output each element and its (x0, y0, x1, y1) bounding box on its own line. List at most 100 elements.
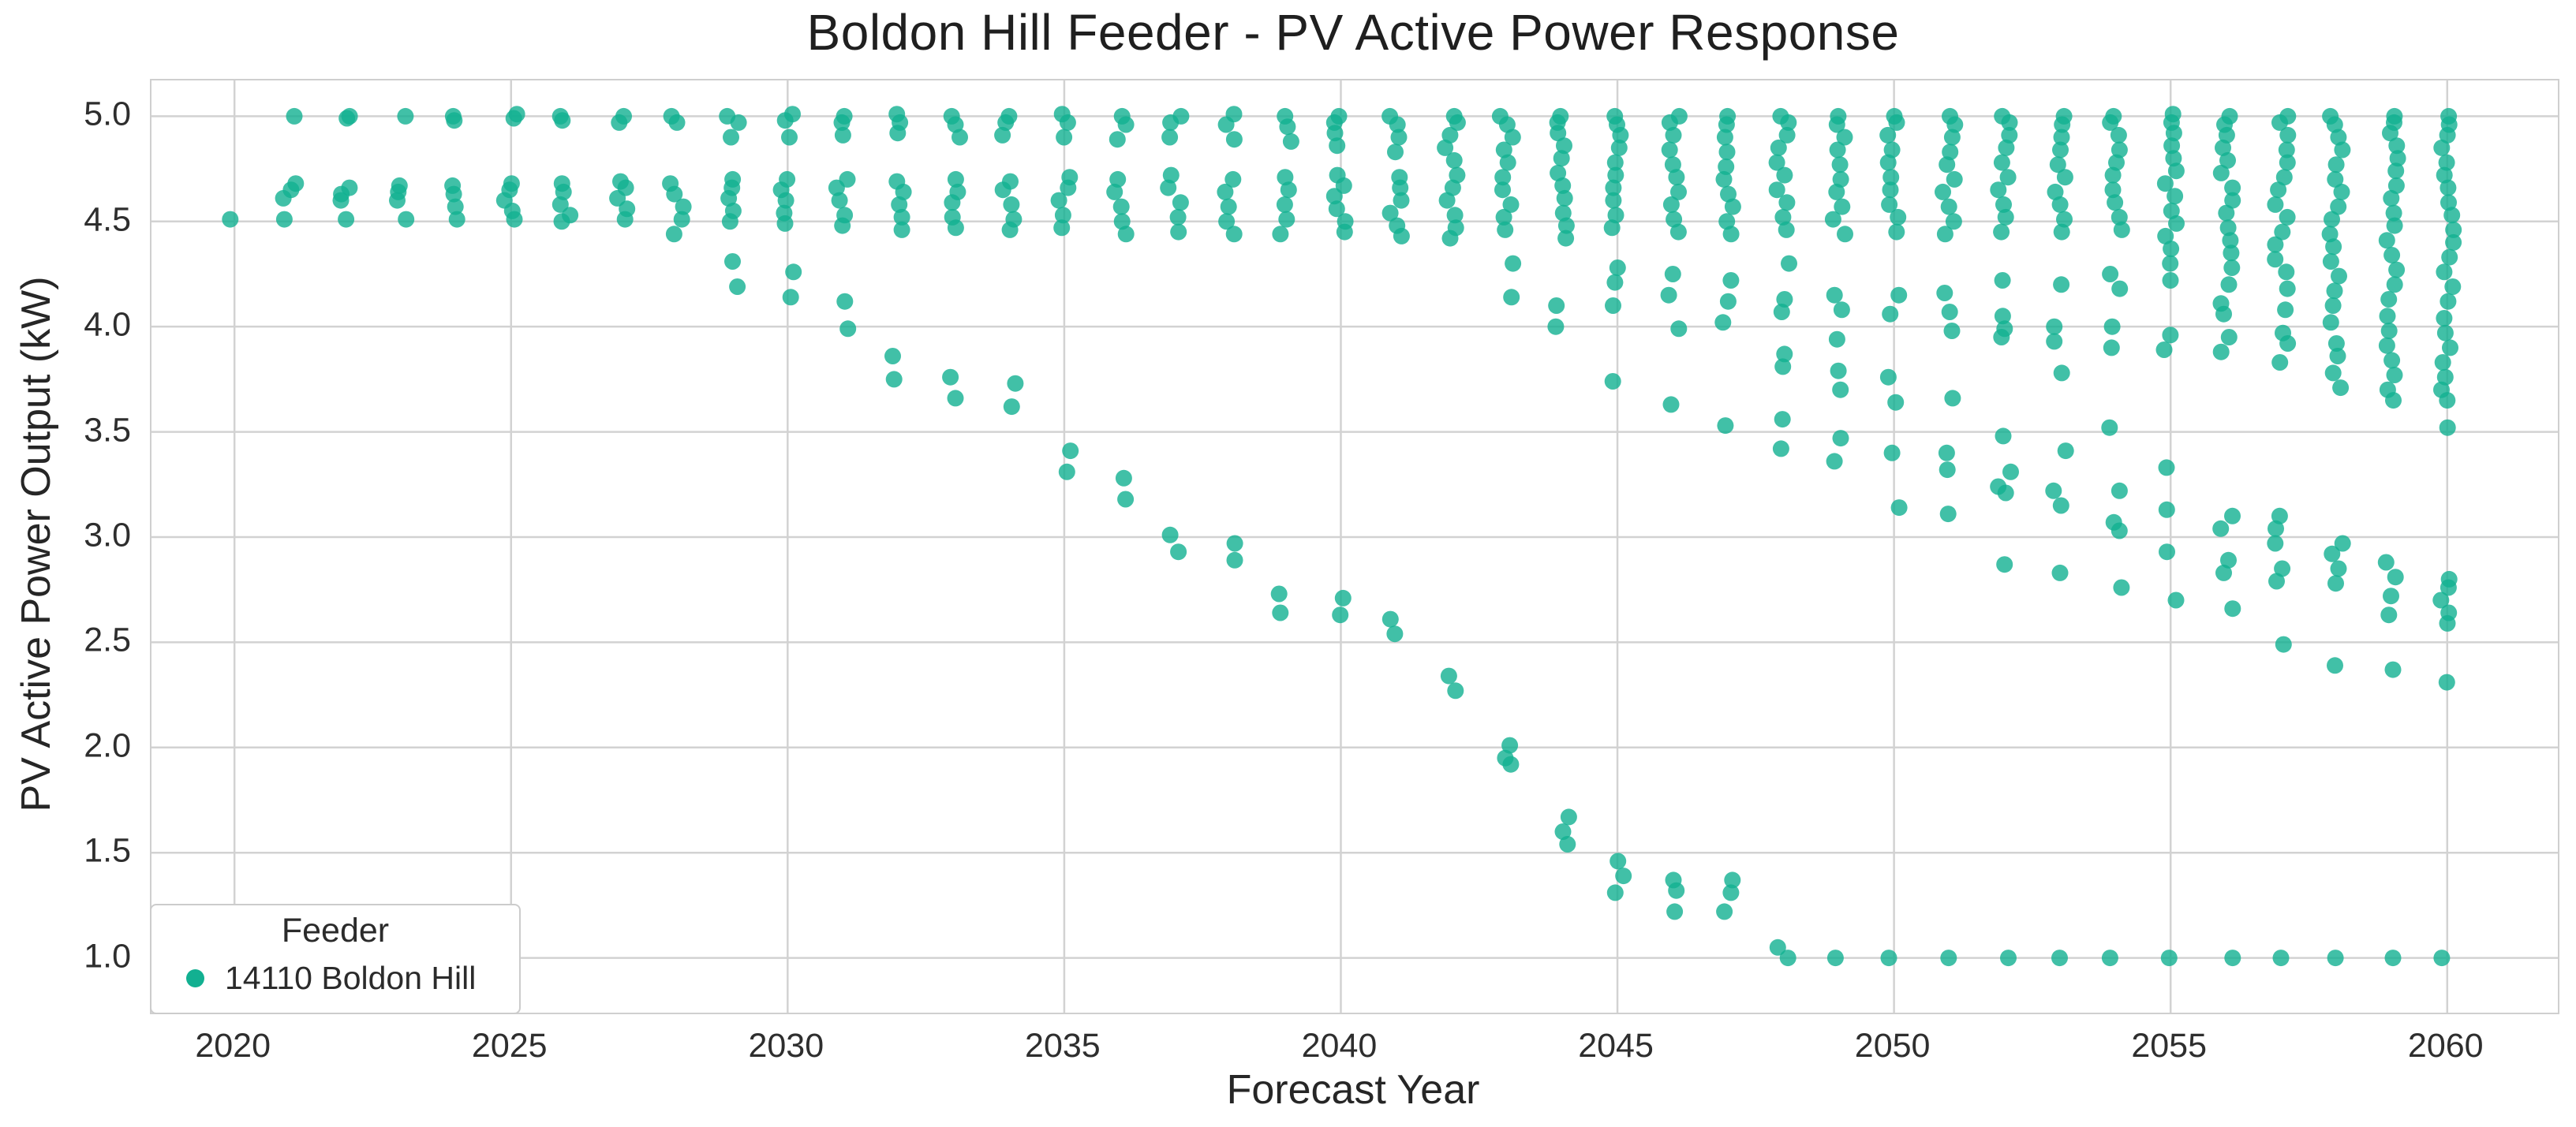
data-point (1829, 141, 1846, 159)
data-point (2329, 348, 2346, 364)
data-point (1495, 141, 1512, 159)
data-point (505, 110, 522, 127)
data-point (222, 211, 239, 228)
data-point (1225, 226, 1243, 243)
data-point (1445, 151, 1463, 169)
data-point (1881, 196, 1898, 213)
data-point (2279, 154, 2296, 171)
data-point (2439, 126, 2456, 144)
data-point (1824, 211, 1841, 228)
y-tick-label: 3.5 (84, 411, 131, 450)
data-point (445, 185, 462, 203)
data-point (2111, 141, 2128, 159)
data-point (1115, 469, 1132, 487)
data-point (1718, 116, 1735, 133)
data-point (1714, 314, 1732, 331)
y-tick-label: 1.5 (84, 831, 131, 870)
data-point (1668, 169, 1685, 186)
data-point (723, 129, 739, 146)
data-point (1277, 169, 1294, 186)
data-point (1781, 255, 1797, 272)
data-point (2438, 674, 2455, 691)
data-point (2165, 150, 2182, 167)
data-point (1943, 323, 1961, 339)
data-point (2104, 166, 2122, 184)
data-point (884, 348, 901, 364)
data-point (2439, 392, 2456, 409)
data-point (730, 114, 747, 131)
data-point (834, 217, 851, 234)
data-point (2056, 169, 2073, 186)
data-point (2052, 141, 2069, 159)
data-point (1610, 853, 1627, 870)
data-point (2433, 950, 2451, 967)
data-point (673, 211, 690, 228)
data-point (1113, 213, 1131, 230)
data-point (893, 208, 910, 226)
data-point (776, 112, 794, 129)
data-point (1882, 305, 1899, 323)
data-point (952, 129, 968, 146)
data-point (1996, 556, 2013, 573)
data-point (1272, 604, 1289, 621)
data-point (1718, 144, 1736, 161)
data-point (2163, 202, 2180, 219)
plot-area: Feeder 14110 Boldon Hill (150, 79, 2559, 1014)
data-point (1217, 116, 1235, 133)
data-point (1502, 756, 1520, 773)
data-point (1935, 183, 1951, 200)
data-point (2102, 266, 2119, 282)
data-point (2438, 154, 2455, 171)
data-point (1879, 368, 1897, 386)
data-point (1890, 208, 1907, 226)
data-point (389, 192, 406, 209)
data-point (1828, 116, 1845, 133)
data-point (2168, 215, 2185, 232)
data-point (2267, 251, 2284, 268)
data-point (1109, 131, 1126, 148)
data-point (1112, 198, 1130, 215)
data-point (1381, 610, 1399, 628)
data-point (2162, 272, 2179, 289)
data-point (1605, 179, 1622, 196)
plot-canvas (151, 80, 2558, 1013)
data-point (2101, 950, 2118, 967)
data-point (1772, 440, 1789, 457)
data-point (2045, 482, 2062, 499)
data-point (2445, 233, 2462, 251)
data-point (1936, 226, 1953, 243)
data-point (2332, 379, 2350, 397)
data-point (1282, 132, 1299, 150)
data-point (275, 189, 292, 207)
data-point (1936, 285, 1953, 301)
data-point (2324, 545, 2341, 562)
data-point (2267, 535, 2284, 552)
legend-item-label: 14110 Boldon Hill (225, 960, 477, 996)
data-point (2380, 291, 2398, 308)
data-point (2380, 323, 2398, 339)
data-point (2271, 114, 2288, 131)
data-point (1007, 375, 1024, 392)
data-point (1494, 169, 1512, 186)
data-point (1770, 139, 1787, 156)
data-point (2325, 238, 2342, 256)
data-point (836, 293, 854, 310)
data-point (2108, 154, 2125, 171)
data-point (1722, 226, 1740, 243)
data-point (1393, 227, 1410, 244)
data-point (2219, 151, 2236, 169)
data-point (2322, 314, 2339, 331)
data-point (1995, 196, 2012, 213)
data-point (2271, 507, 2288, 524)
data-point (2279, 126, 2297, 144)
data-point (1557, 230, 1575, 247)
data-point (2378, 337, 2395, 354)
data-point (947, 390, 964, 407)
data-point (782, 289, 799, 306)
data-point (1280, 181, 1297, 199)
x-tick-label: 2025 (471, 1027, 548, 1065)
data-point (1994, 272, 2011, 289)
data-point (2111, 208, 2128, 226)
data-point (1548, 297, 1565, 314)
data-point (1831, 156, 1849, 174)
